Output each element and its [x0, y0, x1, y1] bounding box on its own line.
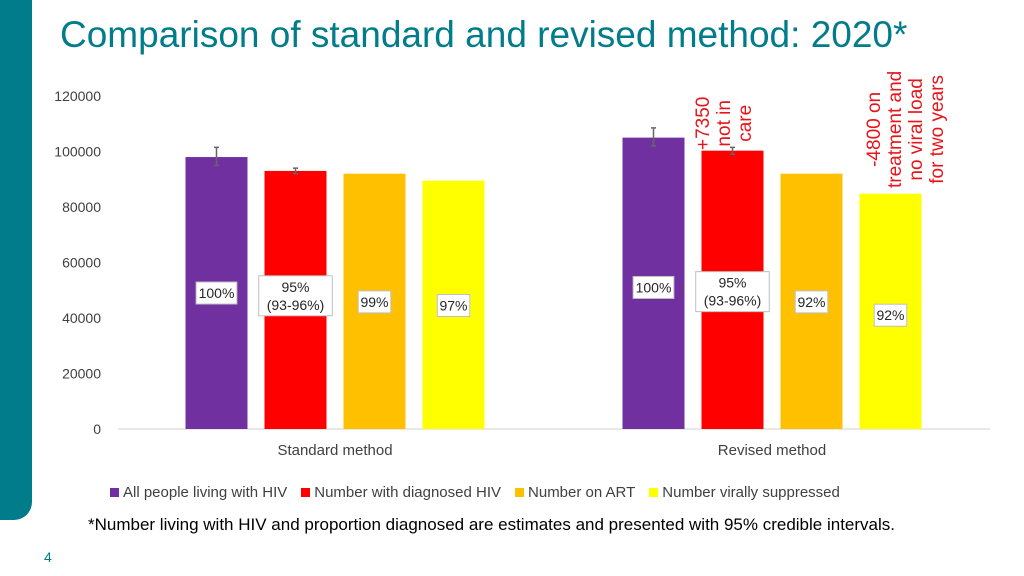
data-label: 92%	[797, 294, 825, 310]
data-label-box	[436, 294, 471, 318]
legend-item: All people living with HIV	[110, 484, 287, 501]
data-label-box	[794, 290, 829, 314]
data-label-box	[873, 303, 908, 327]
data-label-box	[695, 271, 770, 313]
legend-label: All people living with HIV	[123, 484, 288, 501]
data-label-box	[357, 290, 392, 314]
annotation-line: treatment and	[885, 70, 906, 188]
annotation-line: for two years	[927, 75, 948, 184]
annotation-line: no viral load	[906, 78, 927, 181]
legend-item: Number virally suppressed	[649, 484, 840, 501]
y-tick-label: 20000	[62, 366, 101, 382]
slide-title: Comparison of standard and revised metho…	[60, 14, 908, 55]
legend-item: Number with diagnosed HIV	[301, 484, 501, 501]
data-label-box	[632, 275, 675, 299]
footnote: *Number living with HIV and proportion d…	[88, 515, 895, 534]
y-tick-label: 100000	[54, 144, 101, 160]
y-tick-label: 80000	[62, 199, 101, 215]
data-label: 100%	[199, 285, 235, 301]
page-number: 4	[44, 549, 52, 565]
y-tick-label: 60000	[62, 255, 101, 271]
legend-label: Number with diagnosed HIV	[314, 484, 502, 501]
data-label: 97%	[439, 298, 467, 314]
data-label: 95% (93-96%)	[704, 275, 762, 309]
data-label: 100%	[636, 279, 672, 295]
legend-swatch	[515, 488, 525, 497]
legend-swatch	[301, 488, 311, 497]
annotation-line: not in	[714, 100, 735, 147]
y-tick-label: 120000	[54, 88, 101, 104]
annotation-no-viral-load: -4800 on treatment and no viral load for…	[864, 71, 948, 188]
annotation-line: -4800 on	[864, 91, 885, 167]
data-label: 92%	[876, 307, 904, 323]
x-category-label: Standard method	[277, 442, 392, 459]
y-tick-label: 0	[93, 421, 101, 437]
annotation-line: +7350	[693, 96, 714, 150]
legend-swatch	[110, 488, 119, 497]
annotation-not-in-care: +7350 not in care	[693, 97, 756, 150]
data-label-box	[195, 281, 238, 305]
data-label: 99%	[360, 294, 388, 310]
data-label: 95% (93-96%)	[267, 279, 325, 313]
legend-label: Number on ART	[528, 484, 636, 501]
legend-swatch	[649, 488, 659, 497]
data-label-box	[258, 275, 333, 317]
side-accent-bar	[0, 0, 32, 520]
legend-label: Number virally suppressed	[662, 484, 840, 501]
annotation-line: care	[735, 104, 756, 142]
x-category-label: Revised method	[718, 442, 826, 459]
legend-item: Number on ART	[515, 484, 635, 501]
chart-legend: All people living with HIV Number with d…	[110, 484, 840, 501]
y-tick-label: 40000	[62, 310, 101, 326]
